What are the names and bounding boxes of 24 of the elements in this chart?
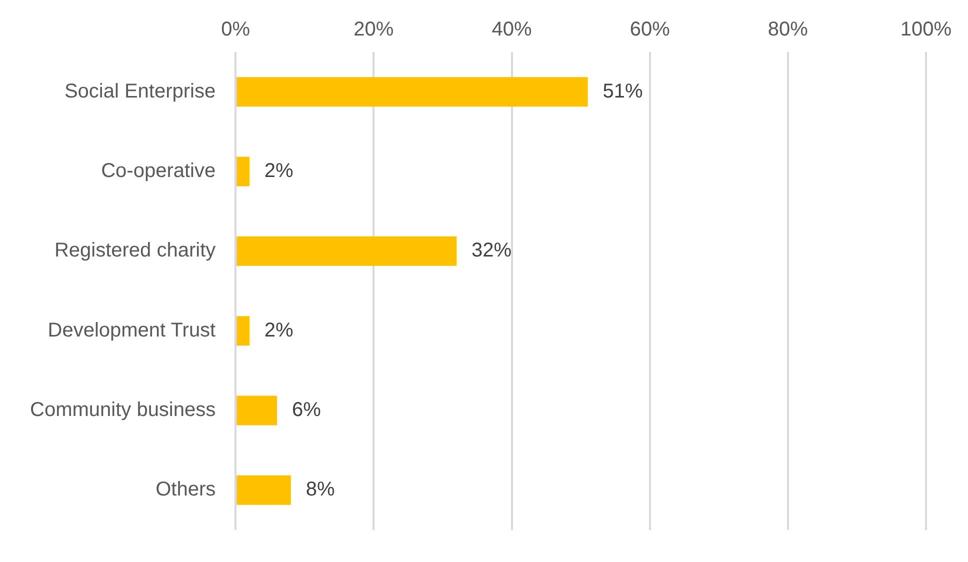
x-tick-label: 60% (630, 18, 670, 41)
y-tick-label: Others (156, 478, 216, 501)
y-tick-label: Community business (30, 399, 216, 422)
x-tick-label: 20% (354, 18, 394, 41)
x-tick-label: 100% (900, 18, 952, 41)
bar (236, 77, 588, 107)
x-tick-label: 40% (492, 18, 532, 41)
data-label: 2% (264, 319, 294, 342)
y-tick-label: Co-operative (101, 160, 216, 182)
x-tick-label: 0% (221, 18, 250, 41)
bar (236, 236, 457, 266)
data-label: 8% (306, 478, 335, 501)
data-label: 32% (472, 240, 512, 262)
bar (236, 156, 250, 186)
data-label: 2% (264, 160, 294, 182)
bar (236, 396, 278, 426)
y-tick-label: Development Trust (48, 319, 216, 342)
bar (236, 475, 291, 505)
x-tick-label: 80% (768, 18, 808, 41)
bar (236, 316, 250, 346)
y-tick-label: Registered charity (54, 240, 216, 262)
y-tick-label: Social Enterprise (64, 80, 216, 102)
data-label: 6% (292, 399, 322, 422)
data-label: 51% (602, 80, 643, 102)
